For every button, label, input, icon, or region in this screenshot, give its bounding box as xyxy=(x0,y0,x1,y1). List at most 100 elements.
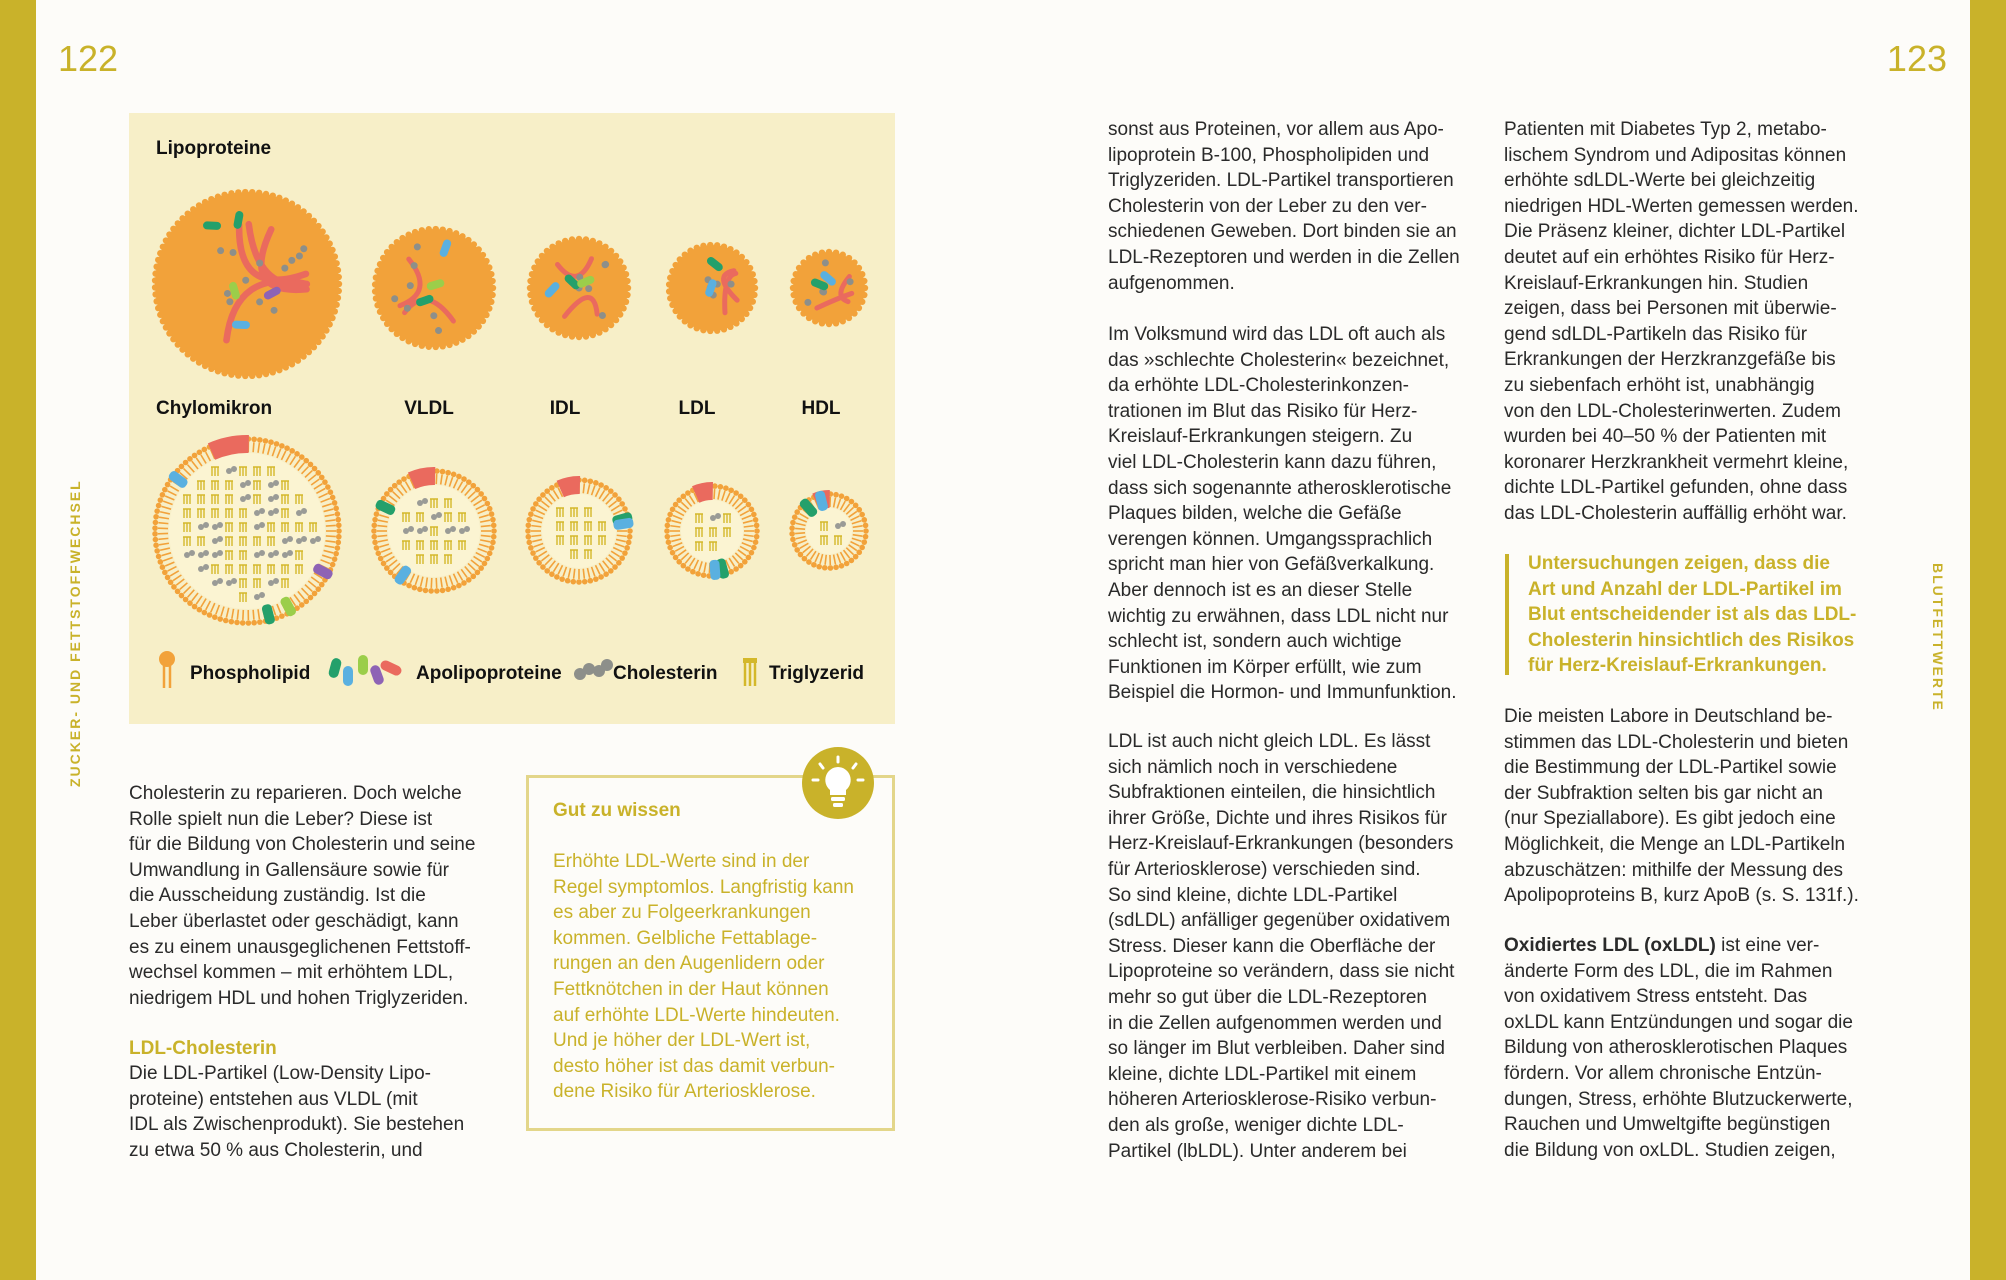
text-line: IDL als Zwischenprodukt). Sie bestehen xyxy=(129,1114,465,1136)
text-line: es aber zu Folgeerkrankungen xyxy=(553,902,811,924)
text-line: Untersuchungen zeigen, dass die xyxy=(1528,553,1830,574)
ldl-surface-particle xyxy=(665,241,759,335)
right-paragraph-1: Patienten mit Diabetes Typ 2, metabo-lis… xyxy=(1504,117,1859,527)
text-line: Erkrankungen der Herzkranzgefäße bis xyxy=(1504,349,1836,371)
text-line: spricht man hier von Gefäßverkalkung. xyxy=(1108,554,1435,576)
text-line: Patienten mit Diabetes Typ 2, metabo- xyxy=(1504,119,1827,140)
text-line: Blut entscheidender ist als das LDL- xyxy=(1528,604,1857,626)
text-line: Art und Anzahl der LDL-Partikel im xyxy=(1528,578,1842,600)
middle-paragraph-3: LDL ist auch nicht gleich LDL. Es lässt s… xyxy=(1108,729,1454,1164)
hdl-cross-section xyxy=(789,490,869,571)
legend-phospholipid: Phospholipid xyxy=(190,663,310,684)
text-line: Möglichkeit, die Menge an LDL-Partikeln xyxy=(1504,833,1846,855)
text-line: (nur Speziallabore). Es gibt jedoch eine xyxy=(1504,808,1836,830)
text-line: dene Risiko für Arteriosklerose. xyxy=(553,1081,816,1103)
legend-cholesterin: Cholesterin xyxy=(613,663,718,684)
text-line: dungen, Stress, erhöhte Blutzuckerwerte, xyxy=(1504,1088,1853,1110)
text-line: Plaques bilden, welche die Gefäße xyxy=(1108,503,1402,525)
tip-title: Gut zu wissen xyxy=(553,800,681,821)
text-line: die Bildung von oxLDL. Studien zeigen, xyxy=(1504,1139,1836,1161)
oxldl-lead-text: ist eine ver- xyxy=(1715,935,1820,956)
text-line: Aber dennoch ist es an dieser Stelle xyxy=(1108,579,1413,601)
tip-box xyxy=(526,775,895,1131)
text-line: erhöhte sdLDL-Werte bei gleichzeitig xyxy=(1504,170,1816,192)
text-line: schlecht ist, sondern auch wichtige xyxy=(1108,631,1402,653)
text-line: oxLDL kann Entzündungen und sogar die xyxy=(1504,1011,1853,1033)
text-line: deutet auf ein erhöhtes Risiko für Herz- xyxy=(1504,246,1835,268)
text-line: dass sich sogenannte atherosklerotische xyxy=(1108,477,1452,499)
text-line: Rolle spielt nun die Leber? Diese ist xyxy=(129,808,433,830)
text-line: Die Präsenz kleiner, dichter LDL-Partike… xyxy=(1504,221,1846,243)
text-line: Im Volksmund wird das LDL oft auch als xyxy=(1108,324,1446,345)
lipoprotein-figure: Lipoproteine Chylomikron VLDL IDL LDL HD… xyxy=(129,113,895,724)
left-margin-bar xyxy=(0,0,36,1280)
text-line: Regel symptomlos. Langfristig kann xyxy=(553,876,854,898)
page-number-left: 122 xyxy=(58,38,119,79)
left-paragraph-1: Cholesterin zu reparieren. Doch welche Ro… xyxy=(129,781,475,1011)
text-line: Cholesterin zu reparieren. Doch welche xyxy=(129,783,462,804)
legend-triglyzerid: Triglyzerid xyxy=(769,663,864,684)
text-line: der Subfraktion selten bis gar nicht an xyxy=(1504,782,1823,804)
text-line: Herz-Kreislauf-Erkrankungen (besonders xyxy=(1108,833,1454,855)
text-line: da erhöhte LDL-Cholesterinkonzen- xyxy=(1108,375,1410,397)
text-line: Und je höher der LDL-Wert ist, xyxy=(553,1030,811,1052)
text-line: lipoprotein B-100, Phospholipiden und xyxy=(1108,144,1430,166)
text-line: den als große, weniger dichte LDL- xyxy=(1108,1114,1404,1136)
text-line: Kreislauf-Erkrankungen steigern. Zu xyxy=(1108,426,1413,448)
text-line: Die meisten Labore in Deutschland be- xyxy=(1504,706,1833,727)
text-line: abzuschätzen: mithilfe der Messung des xyxy=(1504,859,1844,881)
text-line: mehr so gut über die LDL-Rezeptoren xyxy=(1108,986,1427,1008)
text-line: wechsel kommen – mit erhöhtem LDL, xyxy=(129,962,454,984)
lightbulb-icon xyxy=(802,747,874,819)
chylomikron-cross-section xyxy=(152,435,342,626)
text-line: Leber überlastet oder geschädigt, kann xyxy=(129,910,459,932)
ldl-cross-section xyxy=(664,481,760,580)
text-line: kleine, dichte LDL-Partikel mit einem xyxy=(1108,1063,1417,1085)
text-line: die Ausscheidung zuständig. Ist die xyxy=(129,885,426,907)
right-margin-bar xyxy=(1970,0,2006,1280)
text-line: zu siebenfach erhöht ist, unabhängig xyxy=(1504,374,1815,396)
text-line: viel LDL-Cholesterin kann dazu führen, xyxy=(1108,451,1437,473)
text-line: es zu einem unausgeglichenen Fettstoff- xyxy=(129,936,471,958)
text-line: Stress. Dieser kann die Oberfläche der xyxy=(1108,935,1436,957)
text-line: Die LDL-Partikel (Low-Density Lipo- xyxy=(129,1063,431,1084)
label-hdl: HDL xyxy=(801,398,840,419)
left-paragraph-2: Die LDL-Partikel (Low-Density Lipo-prote… xyxy=(129,1061,464,1163)
text-line: von oxidativem Stress entsteht. Das xyxy=(1504,986,1808,1008)
text-line: änderte Form des LDL, die im Rahmen xyxy=(1504,960,1833,982)
text-line: schiedenen Geweben. Dort binden sie an xyxy=(1108,221,1457,243)
text-line: LDL-Rezeptoren und werden in die Zellen xyxy=(1108,246,1460,268)
text-line: desto höher ist das damit verbun- xyxy=(553,1055,835,1077)
text-line: wurden bei 40–50 % der Patienten mit xyxy=(1504,426,1827,448)
phospholipid-icon xyxy=(159,651,175,688)
cholesterin-icon xyxy=(574,659,613,680)
text-line: kommen. Gelbliche Fettablage- xyxy=(553,927,818,949)
lipoprotein-illustration: Lipoproteine Chylomikron VLDL IDL LDL HD… xyxy=(151,138,869,688)
text-line: für Herz-Kreislauf-Erkrankungen. xyxy=(1528,655,1827,677)
text-line: die Bestimmung der LDL-Partikel sowie xyxy=(1504,757,1837,779)
text-line: niedrigem HDL und hohen Triglyzeriden. xyxy=(129,987,469,1009)
triglyzerid-icon xyxy=(743,658,757,686)
page-number-right: 123 xyxy=(1886,38,1947,79)
text-line: verengen können. Umgangssprachlich xyxy=(1108,528,1433,550)
text-line: sich nämlich noch in verschiedene xyxy=(1108,756,1398,778)
middle-paragraph-2: Im Volksmund wird das LDL oft auch als da… xyxy=(1108,322,1457,706)
text-line: Triglyzeriden. LDL-Partikel transportier… xyxy=(1108,170,1454,192)
text-line: stimmen das LDL-Cholesterin und bieten xyxy=(1504,731,1849,753)
text-line: zu etwa 50 % aus Cholesterin, und xyxy=(129,1139,423,1161)
hdl-surface-particle xyxy=(789,248,869,328)
apolipoproteine-icon xyxy=(328,655,402,686)
text-line: wichtig zu erwähnen, dass LDL nicht nur xyxy=(1108,605,1449,627)
text-line: Lipoproteine so verändern, dass sie nich… xyxy=(1108,961,1455,983)
text-line: So sind kleine, dichte LDL-Partikel xyxy=(1108,884,1398,906)
label-vldl: VLDL xyxy=(404,398,454,419)
oxldl-term: Oxidiertes LDL (oxLDL) xyxy=(1504,935,1716,956)
vldl-surface-particle xyxy=(371,225,497,351)
text-line: Bildung von atherosklerotischen Plaques xyxy=(1504,1037,1848,1059)
text-line: dichte LDL-Partikel gefunden, ohne dass xyxy=(1504,477,1848,499)
text-line: Apolipoproteins B, kurz ApoB (s. S. 131f… xyxy=(1504,885,1859,907)
text-line: so länger im Blut verbleiben. Daher sind xyxy=(1108,1038,1445,1060)
text-line: Fettknötchen in der Haut können xyxy=(553,978,829,1000)
text-line: für Arteriosklerose) verschieden sind. xyxy=(1108,858,1421,880)
section-heading-ldl-cholesterin: LDL-Cholesterin xyxy=(129,1038,277,1059)
